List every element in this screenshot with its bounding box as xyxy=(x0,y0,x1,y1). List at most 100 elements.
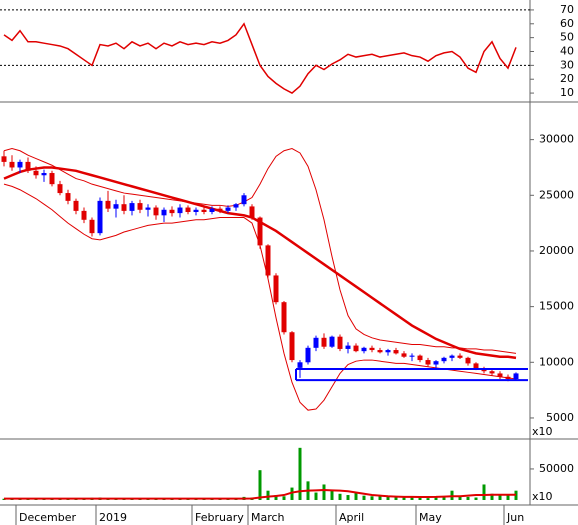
candle-body xyxy=(225,207,231,211)
y-tick-label: 40 xyxy=(560,45,574,58)
candle-body xyxy=(513,373,519,379)
x-tick-label: 2019 xyxy=(99,511,127,524)
volume-bar xyxy=(322,484,326,500)
candle-body xyxy=(57,184,63,194)
candle-body xyxy=(385,350,391,353)
candle-body xyxy=(169,209,175,214)
candle-body xyxy=(353,345,359,352)
candle-body xyxy=(137,203,143,210)
candle-body xyxy=(377,350,383,353)
y-tick-label: 10000 xyxy=(539,355,574,368)
volume-bar xyxy=(506,494,510,500)
volume-bar xyxy=(298,447,302,500)
y-tick-label: 10 xyxy=(560,86,574,99)
volume-bar xyxy=(354,492,358,500)
candle-body xyxy=(401,353,407,357)
candle-body xyxy=(321,337,327,347)
candle-body xyxy=(233,204,239,208)
volume-bar xyxy=(330,490,334,500)
y-tick-label: 20000 xyxy=(539,244,574,257)
y-tick-label: 50 xyxy=(560,31,574,44)
candle-body xyxy=(489,371,495,374)
y-tick-label: 25000 xyxy=(539,188,574,201)
volume-bar xyxy=(498,495,502,500)
candle-body xyxy=(25,161,31,171)
volume-bar xyxy=(338,493,342,500)
candle-body xyxy=(97,200,103,234)
candle-body xyxy=(49,173,55,185)
volume-bar xyxy=(258,470,262,500)
candle-body xyxy=(457,355,463,358)
candle-body xyxy=(121,204,127,211)
candle-body xyxy=(369,347,375,351)
candle-body xyxy=(65,193,71,201)
x-tick-label: February xyxy=(195,511,244,524)
volume-bar xyxy=(482,484,486,500)
candle-body xyxy=(113,204,119,209)
candle-body xyxy=(145,207,151,210)
candle-body xyxy=(217,208,223,211)
candle-body xyxy=(81,210,87,220)
candle-body xyxy=(41,173,47,176)
overlay-line xyxy=(3,147,517,354)
candle-body xyxy=(441,357,447,362)
volume-bar xyxy=(378,495,382,500)
y-tick-label: 60 xyxy=(560,17,574,30)
x-tick-label: March xyxy=(251,511,285,524)
volume-bar xyxy=(410,496,414,500)
scale-note: x10 xyxy=(532,490,553,503)
volume-bar xyxy=(394,496,398,500)
candle-body xyxy=(481,368,487,372)
volume-bar xyxy=(314,492,318,500)
candle-body xyxy=(473,363,479,369)
x-tick-label: December xyxy=(19,511,77,524)
y-tick-label: 15000 xyxy=(539,300,574,313)
volume-bar xyxy=(290,487,294,500)
x-tick-label: May xyxy=(419,511,442,524)
candle-body xyxy=(313,337,319,348)
candle-body xyxy=(265,245,271,276)
volume-ma-line xyxy=(4,489,516,500)
volume-bar xyxy=(362,495,366,500)
volume-bar xyxy=(418,497,422,500)
candle-body xyxy=(201,209,207,212)
candle-body xyxy=(241,195,247,205)
y-tick-label: 30000 xyxy=(539,133,574,146)
candle-body xyxy=(497,373,503,377)
volume-bar xyxy=(426,498,430,500)
x-tick-label: Jun xyxy=(506,511,524,524)
candle-body xyxy=(209,208,215,212)
candle-body xyxy=(417,355,423,361)
candle-body xyxy=(337,336,343,349)
candle-body xyxy=(1,156,7,162)
candle-body xyxy=(185,207,191,212)
candle-body xyxy=(89,219,95,234)
y-tick-label: 50000 xyxy=(539,462,574,475)
candle-body xyxy=(273,275,279,303)
volume-bar xyxy=(370,496,374,500)
candle-body xyxy=(17,161,23,168)
candle-body xyxy=(425,360,431,365)
candle-body xyxy=(289,332,295,361)
volume-bar xyxy=(458,496,462,500)
x-tick-label: April xyxy=(339,511,364,524)
candle-body xyxy=(505,376,511,379)
volume-bar xyxy=(346,495,350,500)
volume-bar xyxy=(282,496,286,500)
candle-body xyxy=(161,209,167,216)
candle-body xyxy=(257,217,263,246)
candle-body xyxy=(249,206,255,218)
volume-bar xyxy=(474,497,478,500)
candle-body xyxy=(153,207,159,216)
candle-body xyxy=(465,357,471,364)
candle-body xyxy=(9,161,15,168)
volume-bar xyxy=(466,496,470,500)
y-tick-label: 30 xyxy=(560,58,574,71)
candle-body xyxy=(281,302,287,333)
y-tick-label: 70 xyxy=(560,3,574,16)
candle-body xyxy=(345,345,351,349)
volume-bar xyxy=(402,497,406,500)
volume-bar xyxy=(490,493,494,500)
